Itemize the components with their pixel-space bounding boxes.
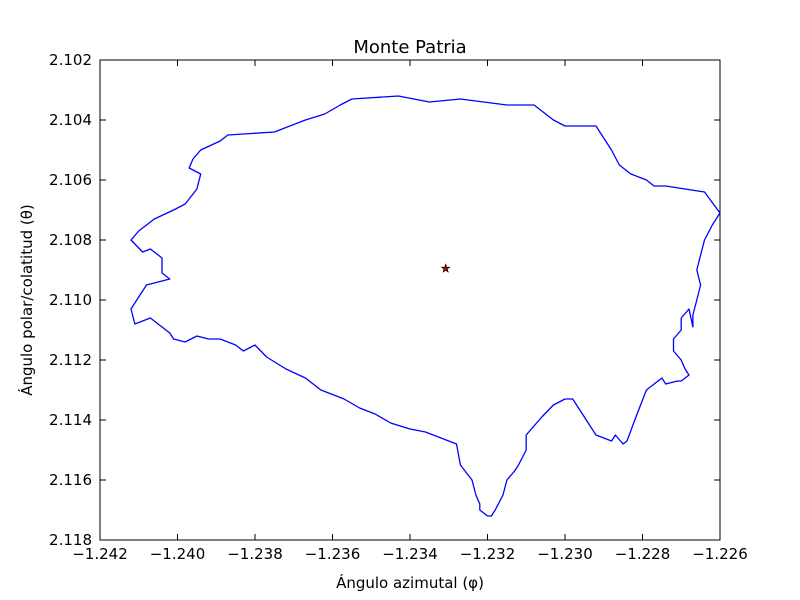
x-tick-label: −1.226 (692, 545, 748, 563)
x-tick-label: −1.236 (305, 545, 361, 563)
x-axis: −1.242 −1.240 −1.238 −1.236 −1.234 −1.232 −1.2… (72, 60, 748, 563)
y-tick-label: 2.108 (49, 231, 92, 249)
x-tick-label: −1.242 (72, 545, 128, 563)
centroid-star-marker (440, 263, 451, 273)
y-tick-label: 2.106 (49, 171, 92, 189)
plot-frame (99, 59, 721, 541)
x-axis-label: Ángulo azimutal (φ) (336, 573, 484, 592)
boundary-line-series (130, 95, 721, 517)
y-tick-label: 2.102 (49, 51, 92, 69)
x-tick-label: −1.232 (460, 545, 516, 563)
y-tick-label: 2.104 (49, 111, 92, 129)
y-tick-label: 2.110 (49, 291, 92, 309)
x-tick-label: −1.230 (537, 545, 593, 563)
x-tick-label: −1.234 (382, 545, 438, 563)
x-tick-label: −1.240 (150, 545, 206, 563)
y-tick-label: 2.112 (49, 351, 92, 369)
y-axis-label: Ángulo polar/colatitud (θ) (17, 204, 36, 396)
y-tick-label: 2.116 (49, 471, 92, 489)
plot-area (130, 95, 721, 517)
x-tick-label: −1.238 (227, 545, 283, 563)
y-tick-label: 2.118 (49, 531, 92, 549)
y-axis: 2.102 2.104 2.106 2.108 2.110 2.112 2.114 2.116… (49, 51, 720, 549)
y-tick-label: 2.114 (49, 411, 92, 429)
chart-title: Monte Patria (353, 37, 466, 58)
x-tick-label: −1.228 (615, 545, 671, 563)
